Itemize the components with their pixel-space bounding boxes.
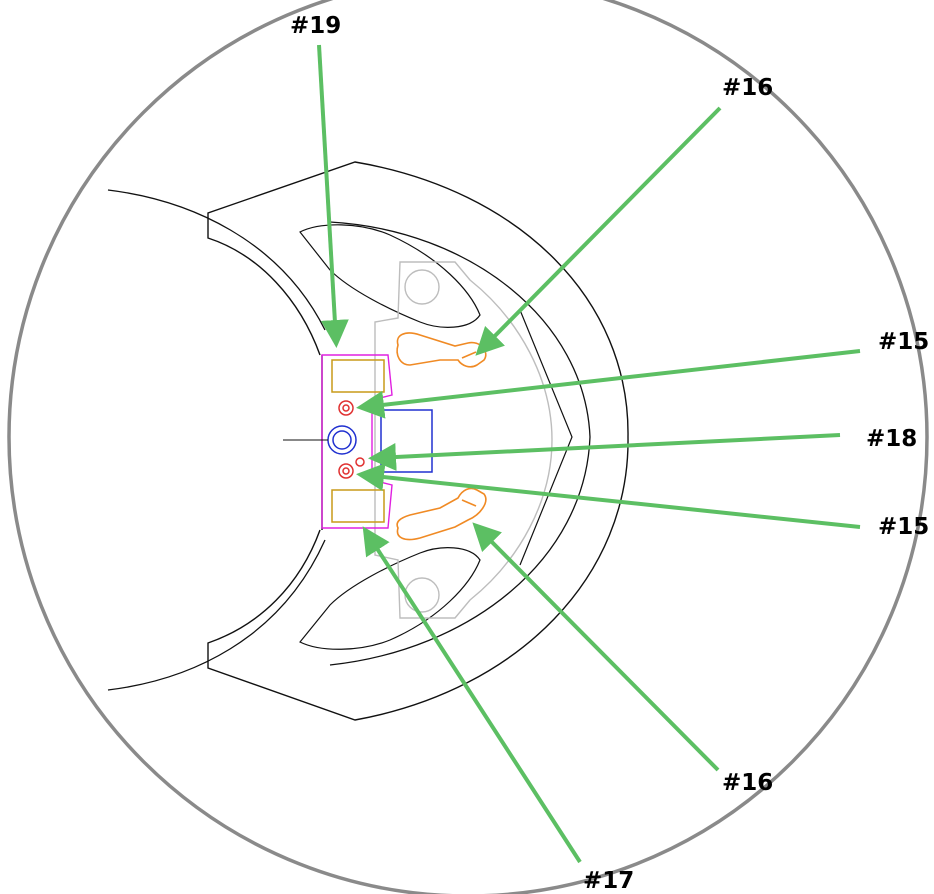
outer-housing-circle bbox=[7, 0, 929, 894]
arrow-18 bbox=[368, 433, 841, 471]
callout-label-15-bottom: #15 bbox=[878, 514, 929, 540]
arrow-16-bottom bbox=[472, 522, 720, 772]
terminal-lug-bottom bbox=[396, 487, 487, 541]
left-outer-arc-bottom bbox=[107, 539, 326, 691]
callout-label-16-bottom: #16 bbox=[722, 770, 773, 796]
callout-label-17: #17 bbox=[583, 868, 634, 894]
red-holes bbox=[338, 400, 365, 479]
inner-arc bbox=[329, 221, 591, 666]
arrow-19 bbox=[317, 44, 349, 348]
main-bracket-outline bbox=[207, 161, 629, 721]
gold-block-bottom bbox=[331, 489, 385, 523]
mounting-plate-faint bbox=[374, 261, 553, 619]
arrow-17 bbox=[362, 526, 582, 864]
blue-sensor-block bbox=[380, 409, 433, 473]
lower-slot-cutout bbox=[299, 547, 481, 650]
arrow-15-bottom bbox=[356, 463, 861, 529]
plate-right-edge bbox=[519, 309, 573, 566]
callout-label-19: #19 bbox=[290, 13, 341, 39]
terminal-lug-top bbox=[396, 332, 487, 368]
blue-center-bore bbox=[327, 425, 357, 455]
callout-label-15-top: #15 bbox=[878, 329, 929, 355]
callout-label-16-top: #16 bbox=[722, 75, 773, 101]
arrow-15-top bbox=[356, 349, 861, 419]
left-outer-arc-top bbox=[107, 189, 326, 331]
upper-slot-cutout bbox=[299, 224, 481, 328]
callout-label-18: #18 bbox=[866, 426, 917, 452]
gold-block-top bbox=[331, 359, 385, 393]
arrow-16-top bbox=[475, 106, 722, 356]
